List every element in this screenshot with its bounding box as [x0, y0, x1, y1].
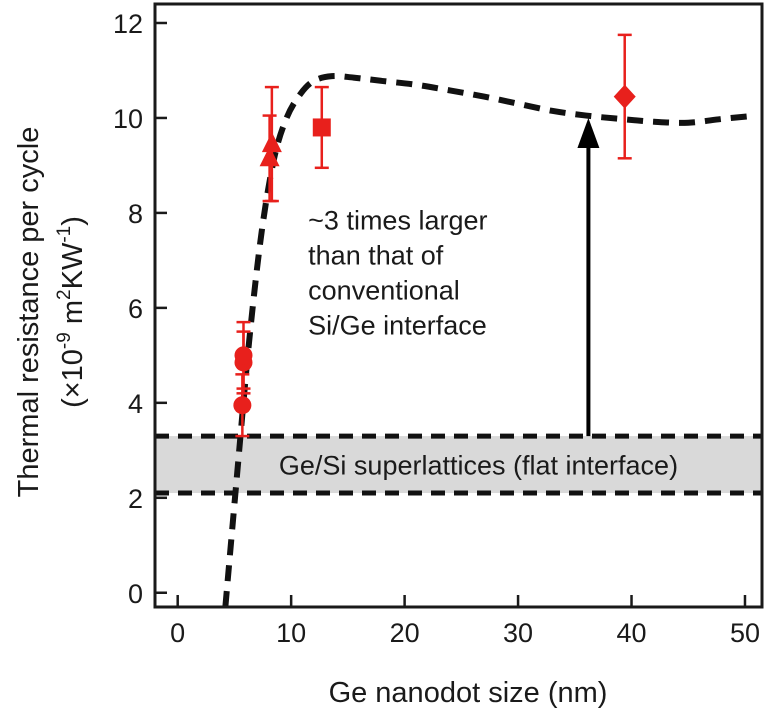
- x-tick-label: 50: [730, 618, 760, 648]
- data-point-square: [312, 118, 331, 137]
- annotation-line-4: Si/Ge interface: [308, 311, 487, 341]
- y-tick-label: 12: [113, 9, 143, 39]
- x-tick-label: 30: [503, 618, 533, 648]
- y-unit-open: (×10: [57, 349, 89, 408]
- band-label: Ge/Si superlattices (flat interface): [279, 451, 678, 481]
- y-unit-kw: KW: [57, 242, 89, 289]
- y-unit-exp-1: -9: [54, 332, 75, 349]
- y-tick-label: 0: [128, 579, 143, 609]
- data-points: [233, 33, 636, 438]
- annotation-line-2: than that of: [308, 241, 444, 271]
- y-unit-close: ): [57, 216, 89, 226]
- annotation-line-1: ~3 times larger: [308, 206, 487, 236]
- y-axis-label-line-2: (×10-9 m2KW-1): [54, 216, 89, 408]
- y-unit-exp-3: -1: [54, 226, 75, 243]
- trend-curve: [222, 73, 757, 608]
- annotation-line-3: conventional: [308, 276, 460, 306]
- y-tick-label: 4: [128, 389, 143, 419]
- y-axis-label-line-1: Thermal resistance per cycle: [13, 127, 45, 498]
- x-tick-label: 20: [390, 618, 420, 648]
- y-tick-label: 8: [128, 199, 143, 229]
- data-point-circle: [234, 346, 253, 365]
- data-point-triangle: [261, 132, 282, 153]
- y-tick-label: 10: [113, 104, 143, 134]
- x-tick-label: 10: [276, 618, 306, 648]
- data-point-triangle: [259, 146, 280, 167]
- axis-ticks: 0 10 20 30 40 50 0 2 4 6 8 10 12: [113, 9, 760, 648]
- y-unit-exp-2: 2: [54, 289, 75, 300]
- y-unit-m: m: [57, 300, 89, 332]
- y-tick-label: 6: [128, 294, 143, 324]
- x-tick-label: 40: [616, 618, 646, 648]
- x-tick-label: 0: [170, 618, 185, 648]
- x-axis-label: Ge nanodot size (nm): [329, 677, 608, 709]
- data-point-diamond: [613, 84, 636, 109]
- y-tick-label: 2: [128, 484, 143, 514]
- superlattice-band: [155, 436, 762, 494]
- plot-frame: [153, 2, 764, 609]
- data-point-circle: [233, 396, 252, 415]
- arrow-head: [577, 117, 600, 148]
